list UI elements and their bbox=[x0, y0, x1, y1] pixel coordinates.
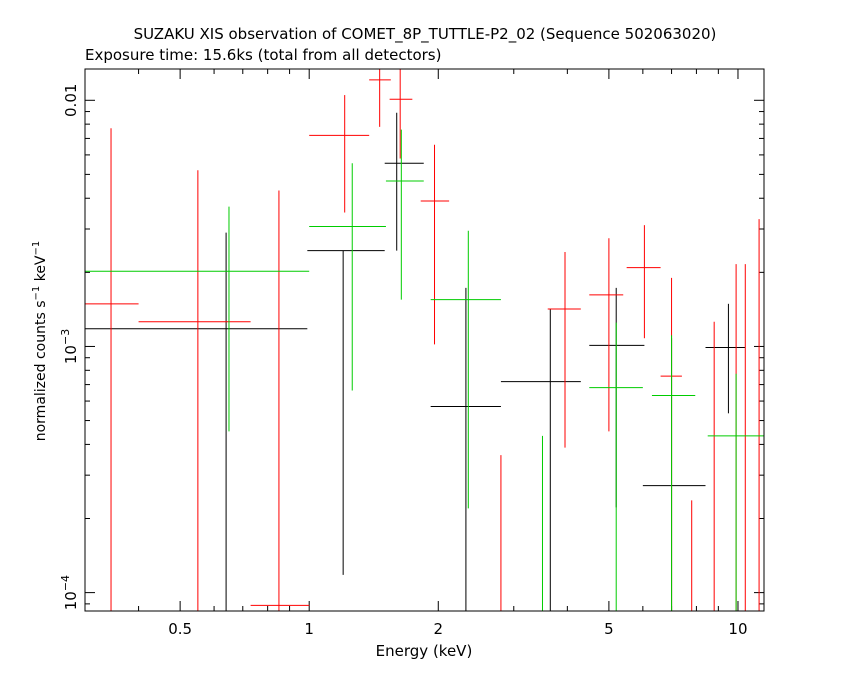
data-point bbox=[430, 287, 501, 611]
data-point bbox=[307, 250, 385, 575]
series-1 bbox=[85, 112, 746, 611]
data-point bbox=[547, 251, 581, 448]
data-point bbox=[500, 308, 581, 611]
series-2 bbox=[85, 69, 760, 611]
data-point bbox=[85, 206, 310, 432]
data-series bbox=[85, 69, 764, 611]
data-point bbox=[389, 69, 413, 159]
svg-text:0.01: 0.01 bbox=[62, 84, 80, 117]
data-point bbox=[309, 163, 386, 391]
data-point bbox=[430, 230, 501, 509]
y-axis-ticks: 0.01 10−3 10−4 bbox=[59, 84, 764, 610]
y-tick-label: 10−4 bbox=[59, 575, 80, 610]
data-point bbox=[626, 225, 661, 339]
data-point bbox=[250, 190, 310, 611]
x-tick-label: 2 bbox=[433, 620, 443, 638]
y-tick-label: 10−3 bbox=[59, 329, 80, 364]
y-tick-label: 0.01 bbox=[62, 84, 80, 117]
x-axis-ticks: 0.5 1 2 5 10 bbox=[84, 69, 748, 638]
y-axis-label: normalized counts s−1 keV−1 bbox=[31, 241, 49, 442]
data-point bbox=[589, 322, 643, 611]
data-point bbox=[705, 303, 746, 414]
x-axis-label: Energy (keV) bbox=[376, 642, 473, 660]
svg-text:10−3: 10−3 bbox=[59, 329, 80, 364]
x-tick-label: 10 bbox=[728, 620, 747, 638]
data-point bbox=[642, 338, 706, 611]
data-point bbox=[707, 373, 764, 611]
x-tick-label: 1 bbox=[304, 620, 314, 638]
data-point bbox=[309, 95, 370, 213]
data-point bbox=[85, 232, 308, 611]
svg-text:normalized counts s−1 keV−1: normalized counts s−1 keV−1 bbox=[31, 241, 49, 442]
data-point bbox=[589, 287, 645, 508]
plot-frame bbox=[84, 68, 765, 612]
data-point bbox=[589, 238, 624, 432]
x-tick-label: 5 bbox=[604, 620, 614, 638]
series-3 bbox=[85, 129, 764, 611]
svg-text:10−4: 10−4 bbox=[59, 575, 80, 610]
data-point bbox=[85, 128, 139, 611]
data-point bbox=[138, 170, 251, 611]
data-point bbox=[651, 335, 696, 611]
data-point bbox=[384, 112, 424, 251]
data-point bbox=[420, 144, 450, 345]
data-point bbox=[369, 69, 391, 127]
x-tick-label: 0.5 bbox=[168, 620, 192, 638]
chart-title: SUZAKU XIS observation of COMET_8P_TUTTL… bbox=[134, 25, 717, 44]
data-point bbox=[385, 129, 424, 300]
chart-subtitle: Exposure time: 15.6ks (total from all de… bbox=[85, 46, 441, 64]
